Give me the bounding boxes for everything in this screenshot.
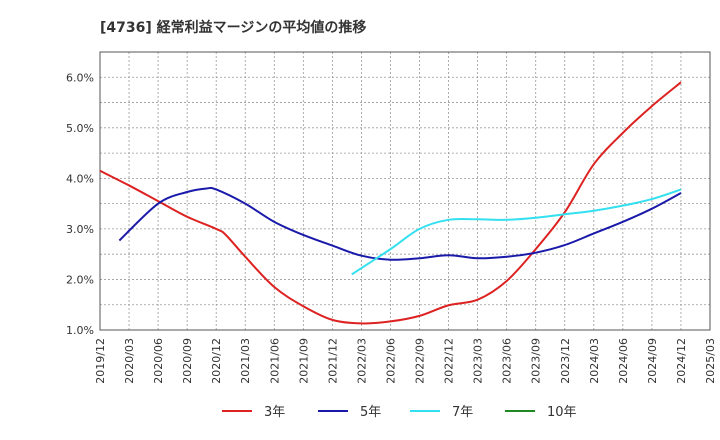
grid-lines <box>100 52 710 330</box>
x-tick-label: 2021/09 <box>297 338 310 384</box>
legend: 3年 5年 7年 10年 <box>222 405 577 420</box>
y-tick-label: 2.0% <box>66 273 94 286</box>
x-tick-label: 2022/12 <box>443 338 456 384</box>
x-tick-label: 2024/12 <box>675 338 688 384</box>
x-tick-label: 2023/03 <box>472 338 485 384</box>
x-tick-label: 2024/09 <box>646 338 659 384</box>
series-lines <box>99 81 682 325</box>
x-tick-label: 2024/06 <box>617 338 630 384</box>
y-tick-label: 1.0% <box>66 324 94 337</box>
x-tick-label: 2023/12 <box>559 338 572 384</box>
x-tick-label: 2020/03 <box>123 338 136 384</box>
y-tick-label: 4.0% <box>66 172 94 185</box>
x-tick-label: 2022/06 <box>384 338 397 384</box>
x-tick-label: 2021/06 <box>268 338 281 384</box>
legend-label: 5年 <box>360 405 381 420</box>
x-tick-label: 2020/06 <box>152 338 165 384</box>
series-line-1 <box>99 81 682 325</box>
x-tick-label: 2022/03 <box>355 338 368 384</box>
y-tick-label: 3.0% <box>66 223 94 236</box>
plot-frame <box>99 51 711 331</box>
x-tick-label: 2023/06 <box>501 338 514 384</box>
y-tick-label: 6.0% <box>66 71 94 84</box>
x-tick-label: 2021/03 <box>239 338 252 384</box>
y-tick-label: 5.0% <box>66 122 94 135</box>
legend-label: 3年 <box>264 405 285 420</box>
chart-title: [4736] 経常利益マージンの平均値の推移 <box>100 19 366 36</box>
x-tick-label: 2022/09 <box>414 338 427 384</box>
x-tick-label: 2020/09 <box>181 338 194 384</box>
x-tick-label: 2023/09 <box>530 338 543 384</box>
legend-label: 10年 <box>547 405 577 420</box>
x-tick-label: 2020/12 <box>210 338 223 384</box>
series-line-3 <box>351 188 682 276</box>
legend-label: 7年 <box>452 405 473 420</box>
x-tick-label: 2019/12 <box>94 338 107 384</box>
series-line-2 <box>118 186 682 261</box>
x-tick-label: 2024/03 <box>588 338 601 384</box>
x-tick-label: 2025/03 <box>704 338 717 384</box>
axes: 2019/12 2020/03 2020/06 2020/09 2020/12 2021/… <box>66 51 717 384</box>
x-tick-label: 2021/12 <box>326 338 339 384</box>
